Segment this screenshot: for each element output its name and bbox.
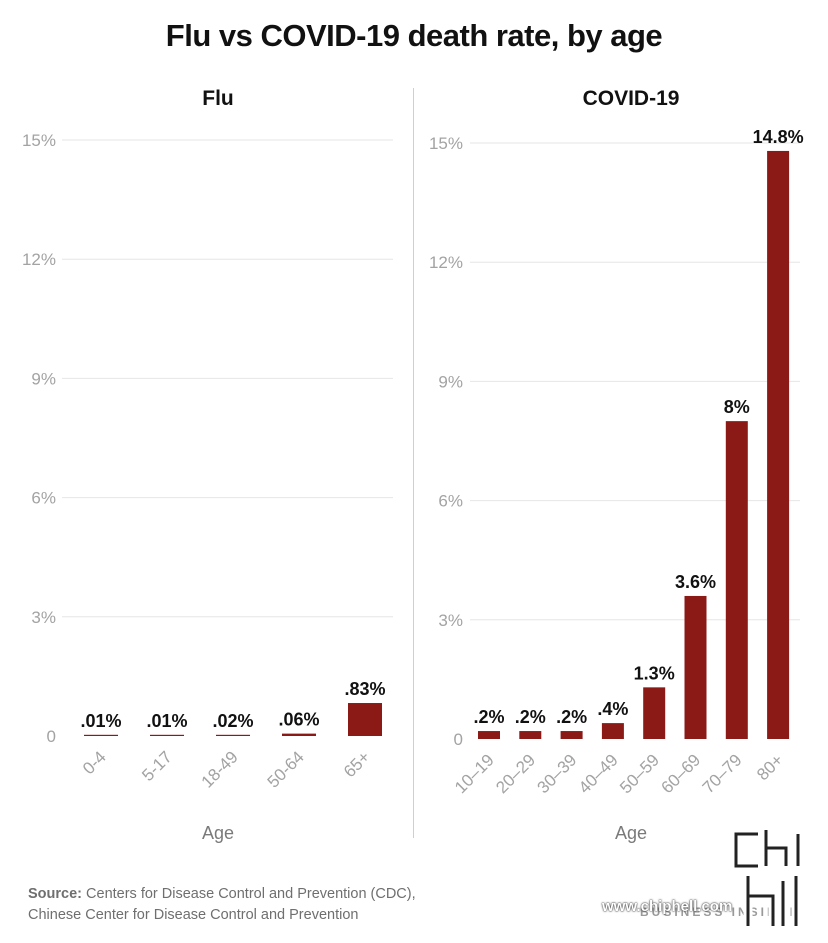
data-label: .01% — [146, 711, 187, 731]
chart-title: Flu vs COVID-19 death rate, by age — [165, 18, 663, 53]
chiphell-watermark-icon — [731, 829, 803, 926]
data-label: .01% — [80, 711, 121, 731]
bar — [282, 733, 316, 736]
covid-x-axis-label: Age — [614, 823, 648, 843]
bar — [348, 703, 382, 736]
y-tick-label: 6% — [31, 489, 56, 508]
y-tick-label: 3% — [31, 608, 56, 627]
source-note: Source: Centers for Disease Control and … — [28, 884, 416, 926]
bar — [216, 734, 250, 736]
bar — [560, 731, 583, 739]
bar — [643, 687, 666, 739]
bar — [601, 723, 624, 739]
brand-logo: BUSINESS INSIDER — [640, 905, 802, 919]
data-label: .2% — [473, 707, 504, 727]
bar — [519, 731, 542, 739]
x-tick-label: 70–79 — [699, 750, 746, 797]
covid-chart: 0 3% 6% 9% 12% 15% .2% 10–19 .2% 20–29 .2% 30–39 .4%… — [429, 127, 804, 797]
x-tick-label: 40–49 — [575, 750, 622, 797]
y-tick-label: 15% — [22, 131, 56, 150]
source-line-1: Source: Centers for Disease Control and … — [28, 884, 416, 905]
source-text-1: Centers for Disease Control and Preventi… — [86, 886, 416, 902]
x-tick-label: 30–39 — [534, 750, 581, 797]
x-tick-label: 60–69 — [657, 750, 704, 797]
x-tick-label: 20–29 — [492, 750, 539, 797]
y-tick-label: 6% — [438, 492, 463, 511]
y-tick-label: 12% — [429, 253, 463, 272]
bar — [150, 734, 184, 736]
data-label: .4% — [597, 699, 628, 719]
watermark-url: www.chiphell.com — [602, 898, 733, 915]
data-label: .2% — [515, 707, 546, 727]
x-tick-label: 80+ — [753, 750, 787, 784]
y-tick-label: 0 — [47, 727, 56, 746]
y-tick-label: 3% — [438, 611, 463, 630]
bar — [84, 734, 118, 736]
bar — [767, 150, 790, 740]
y-tick-label: 9% — [438, 372, 463, 391]
flu-x-axis-label: Age — [201, 823, 235, 843]
y-tick-label: 9% — [31, 369, 56, 388]
source-line-2: Chinese Center for Disease Control and P… — [28, 907, 359, 923]
panel-divider — [413, 88, 414, 838]
y-tick-label: 12% — [22, 250, 56, 269]
data-label: 8% — [724, 397, 750, 417]
data-label: .2% — [556, 707, 587, 727]
y-tick-label: 15% — [429, 134, 463, 153]
data-label: .06% — [278, 710, 319, 730]
y-tick-label: 0 — [454, 730, 463, 749]
data-label: 1.3% — [634, 663, 675, 683]
flu-panel-title: Flu — [202, 87, 234, 110]
data-label: .83% — [344, 679, 385, 699]
data-label: 14.8% — [753, 127, 804, 147]
bar — [684, 595, 707, 739]
source-prefix: Source: — [28, 886, 82, 902]
flu-chart: 03%6%9%12%15%.01%0-4.01%5-17.02%18-49.06… — [22, 131, 393, 792]
x-tick-label: 10–19 — [451, 750, 498, 797]
bar — [478, 731, 500, 739]
data-label: .02% — [212, 711, 253, 731]
bar — [725, 421, 748, 739]
data-label: 3.6% — [675, 572, 716, 592]
x-tick-label: 50–59 — [616, 750, 663, 797]
covid-panel-title: COVID-19 — [582, 87, 680, 110]
